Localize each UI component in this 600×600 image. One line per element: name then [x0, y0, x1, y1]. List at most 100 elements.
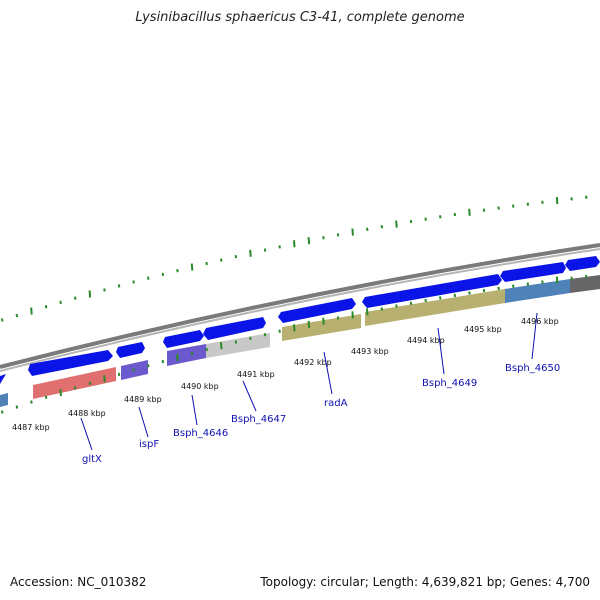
gene-arrow-Bsph_4646[interactable]: [163, 330, 204, 348]
gc-tick: [88, 381, 92, 385]
cog-bar: [0, 393, 8, 407]
gc-tick: [585, 195, 588, 199]
kbp-tick-label: 4490 kbp: [181, 382, 219, 391]
gene-callout-lines: [80, 312, 538, 451]
gc-tick: [409, 301, 413, 305]
gene-arrow[interactable]: [0, 374, 6, 384]
gc-tick: [336, 233, 340, 237]
gc-tick: [234, 340, 238, 344]
gene-label-radA[interactable]: radA: [324, 398, 348, 409]
gc-tick: [249, 336, 252, 340]
gc-tick: [147, 276, 150, 280]
gene-label-Bsph_4649[interactable]: Bsph_4649: [422, 378, 477, 389]
gene-arrow-radA[interactable]: [278, 298, 356, 323]
gc-tick: [307, 320, 311, 328]
gc-tick: [147, 364, 150, 368]
gc-tick: [15, 405, 19, 409]
cog-bar: [33, 367, 116, 399]
gc-tick: [293, 240, 296, 248]
kbp-tick-label: 4491 kbp: [237, 370, 275, 379]
kbp-tick-label: 4493 kbp: [351, 347, 389, 356]
gene-arrow-Bsph_4647[interactable]: [203, 317, 266, 340]
gc-tick: [453, 293, 457, 298]
gc-tick: [482, 208, 486, 212]
gc-tick: [132, 280, 135, 284]
gc-tick: [161, 272, 165, 277]
gc-tick: [59, 300, 62, 305]
gene-label-Bsph_4650[interactable]: Bsph_4650: [505, 363, 560, 374]
kbp-tick-label: 4495 kbp: [464, 325, 502, 334]
map-title: Lysinibacillus sphaericus C3-41, complet…: [135, 10, 465, 25]
gene-label-ispF[interactable]: ispF: [139, 439, 159, 450]
gc-tick: [439, 296, 442, 300]
gc-tick: [117, 372, 121, 377]
gene-label-Bsph_4646[interactable]: Bsph_4646: [173, 428, 228, 439]
gc-tick: [555, 276, 559, 284]
gc-tick: [190, 263, 194, 271]
gc-tick: [161, 359, 165, 364]
gene-arrow-Bsph_4649[interactable]: [362, 274, 502, 308]
gene-labels: gltX ispF Bsph_4646 Bsph_4647 radA Bsph_…: [82, 363, 560, 465]
gc-tick: [424, 217, 427, 221]
gc-content-track-upper: [1, 195, 588, 322]
gc-tick: [351, 311, 354, 319]
kbp-scale: 4487 kbp 4488 kbp 4489 kbp 4490 kbp 4491…: [12, 317, 559, 432]
gene-arrow-Bsph_4650[interactable]: [500, 262, 566, 282]
gc-tick: [74, 386, 77, 390]
gc-tick: [1, 410, 4, 414]
cog-bar: [570, 275, 600, 293]
gc-tick: [74, 296, 77, 300]
gc-tick: [497, 206, 500, 210]
topology-text: Topology: circular; Length: 4,639,821 bp…: [260, 575, 590, 589]
gc-tick: [293, 324, 296, 332]
gc-tick: [30, 400, 33, 404]
gene-label-gltX[interactable]: gltX: [82, 454, 102, 465]
gc-tick: [380, 225, 384, 229]
gc-tick: [380, 307, 384, 311]
gc-tick: [395, 304, 398, 308]
gc-tick: [336, 316, 340, 320]
gc-tick: [307, 237, 311, 245]
gc-tick: [249, 249, 252, 257]
gc-tick: [526, 282, 530, 286]
gc-tick: [220, 258, 223, 262]
gc-tick: [117, 284, 121, 288]
gc-tick: [132, 368, 135, 372]
gene-label-Bsph_4647[interactable]: Bsph_4647: [231, 414, 286, 425]
gc-tick: [190, 351, 194, 356]
forward-genes-track: [0, 256, 600, 384]
gc-tick: [278, 329, 281, 333]
gc-tick: [541, 200, 544, 205]
gc-tick: [453, 212, 457, 217]
kbp-tick-label: 4496 kbp: [521, 317, 559, 326]
gc-tick: [103, 288, 106, 292]
gc-tick: [497, 286, 500, 291]
gc-tick: [468, 291, 471, 295]
backbone-line-shadow: [0, 248, 600, 372]
cog-bar: [206, 333, 270, 358]
gc-tick: [278, 245, 281, 249]
gc-tick: [570, 276, 573, 280]
gene-arrow-ispF[interactable]: [116, 342, 145, 358]
gene-arrow[interactable]: [565, 256, 600, 271]
gene-arrow-gltX[interactable]: [28, 350, 113, 376]
gc-tick: [468, 208, 471, 216]
gc-tick: [205, 261, 208, 266]
gc-content-track-lower: [1, 274, 588, 414]
gc-tick: [366, 308, 369, 316]
gc-tick: [482, 288, 486, 293]
gc-tick: [205, 347, 208, 352]
gc-tick: [220, 342, 223, 350]
kbp-tick-label: 4487 kbp: [12, 423, 50, 432]
gc-tick: [59, 388, 62, 397]
gc-tick: [512, 284, 515, 288]
gc-tick: [234, 254, 238, 259]
cog-bar: [167, 344, 206, 366]
kbp-tick-label: 4488 kbp: [68, 409, 106, 418]
gc-tick: [176, 353, 179, 362]
backbone-line: [0, 243, 600, 369]
gc-tick: [176, 269, 179, 273]
cog-bar: [282, 314, 361, 341]
gc-tick: [322, 317, 325, 325]
